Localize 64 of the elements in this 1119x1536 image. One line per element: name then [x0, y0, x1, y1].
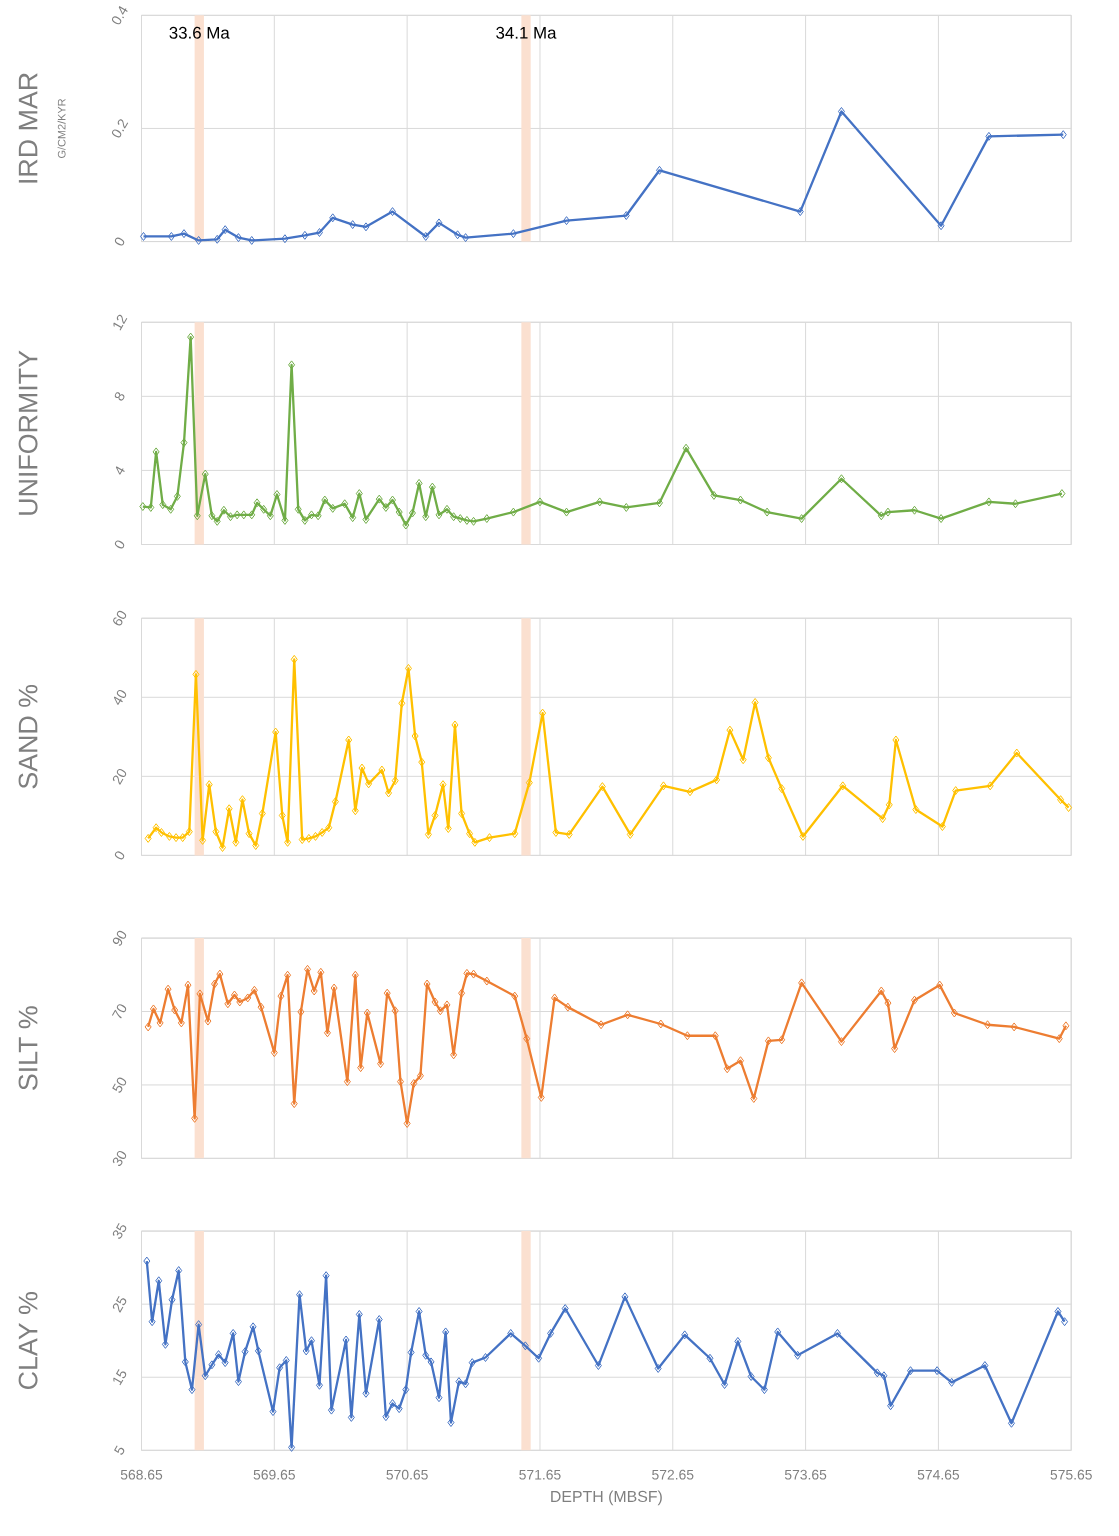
x-tick-label: 573.65	[784, 1469, 827, 1480]
point	[937, 221, 945, 231]
y-tick-label: 40	[113, 689, 127, 706]
y-tick-label: 4	[115, 466, 125, 475]
y-axis-title: SAND %	[18, 684, 38, 789]
point	[221, 225, 229, 235]
point	[462, 233, 470, 243]
point	[167, 231, 175, 241]
y-tick-label: 30	[112, 1150, 127, 1167]
x-tick-label: 572.65	[652, 1469, 694, 1480]
point	[422, 231, 430, 241]
point	[349, 220, 357, 230]
y-tick-label: 0	[114, 540, 125, 549]
point	[248, 235, 256, 245]
y-tick-label: 70	[111, 1004, 127, 1019]
point	[180, 229, 188, 239]
y-tick-label: 0.2	[111, 119, 129, 138]
point	[213, 234, 221, 244]
x-tick-label: 575.65	[1050, 1469, 1092, 1480]
y-tick-label: 0	[114, 851, 125, 860]
y-tick-label: 20	[112, 768, 127, 785]
band-label: 33.6 Ma	[169, 26, 230, 39]
point	[139, 231, 147, 241]
point	[985, 131, 993, 141]
y-tick-label: 8	[114, 392, 125, 401]
point	[454, 230, 462, 240]
x-axis-title: DEPTH (MBSF)	[551, 1490, 662, 1506]
point	[655, 165, 663, 175]
y-tick-label: 90	[112, 930, 127, 946]
x-tick-label: 568.65	[120, 1469, 163, 1480]
point	[435, 218, 443, 228]
y-tick-label: 25	[112, 1296, 127, 1313]
point	[301, 230, 309, 240]
point	[837, 107, 845, 116]
text: G/CM2/KYR	[57, 98, 66, 158]
point	[563, 216, 570, 226]
y-axis-title: IRD MAR	[18, 73, 38, 183]
point	[796, 207, 804, 217]
y-tick-label: 60	[113, 610, 127, 626]
y-axis-title: UNIFORMITY	[18, 350, 38, 515]
y-tick-label: 15	[113, 1369, 127, 1386]
point	[329, 213, 337, 223]
point	[509, 229, 517, 239]
x-tick-label: 574.65	[917, 1469, 960, 1480]
y-axis-title: CLAY %	[18, 1292, 38, 1389]
y-tick-label: 0	[114, 237, 125, 246]
x-tick-label: 569.65	[253, 1469, 295, 1480]
x-tick-label: 570.65	[386, 1469, 428, 1480]
point	[389, 207, 396, 217]
point	[195, 235, 203, 245]
band-label: 34.1 Ma	[496, 26, 557, 39]
point	[362, 222, 370, 232]
x-tick-label: 571.65	[519, 1469, 561, 1480]
y-tick-label: 0.4	[111, 6, 128, 25]
point	[315, 228, 323, 237]
y-tick-label: 12	[113, 314, 128, 331]
point	[1059, 130, 1067, 140]
point	[234, 233, 242, 243]
y-tick-label: 5	[113, 1445, 125, 1455]
y-axis-title: SILT %	[18, 1006, 38, 1090]
point	[281, 234, 289, 244]
y-tick-label: 50	[112, 1077, 127, 1093]
point	[622, 211, 630, 221]
y-tick-label: 35	[112, 1223, 127, 1239]
